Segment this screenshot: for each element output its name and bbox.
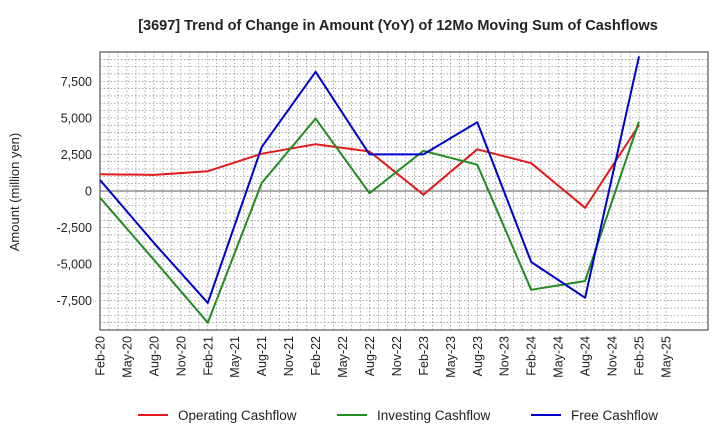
legend-label: Free Cashflow (571, 408, 658, 423)
x-tick-label: Nov-22 (390, 336, 404, 376)
x-tick-label: Aug-22 (363, 336, 377, 376)
grid (99, 51, 708, 331)
x-tick-label: Feb-22 (309, 336, 323, 376)
axes: 7,500 5,000 2,500 0 -2,500 -5,000 -7,500 Feb-20… (57, 51, 709, 378)
x-tick-label: May-23 (444, 336, 458, 378)
x-tick-label: May-24 (552, 336, 566, 378)
x-tick-label: Aug-24 (579, 336, 593, 376)
x-tick-label: Aug-23 (471, 336, 485, 376)
x-tick-label: Feb-23 (417, 336, 431, 376)
x-tick-label: Aug-21 (255, 336, 269, 376)
series-line-free-cashflow (99, 56, 640, 304)
y-tick-label: -2,500 (57, 221, 92, 235)
y-tick-label: -7,500 (57, 294, 92, 308)
y-tick-label: 7,500 (61, 75, 92, 89)
x-tick-label: May-21 (228, 336, 242, 378)
x-tick-label: Nov-24 (606, 336, 620, 376)
x-tick-label: Feb-24 (525, 336, 539, 376)
x-tick-label: Feb-21 (201, 336, 215, 376)
plot-area-frame (99, 51, 709, 331)
y-tick-label: 5,000 (61, 111, 92, 125)
legend-label: Investing Cashflow (377, 408, 491, 423)
y-tick-label: 0 (85, 185, 92, 199)
x-tick-label: Nov-20 (174, 336, 188, 376)
x-tick-label: Feb-25 (632, 336, 646, 376)
x-tick-label: Nov-23 (498, 336, 512, 376)
legend-label: Operating Cashflow (178, 408, 297, 423)
y-tick-label: -5,000 (57, 258, 92, 272)
legend: Operating Cashflow Investing Cashflow Free… (138, 408, 658, 423)
y-tick-label: 2,500 (61, 148, 92, 162)
series-line-operating-cashflow (99, 124, 640, 209)
y-axis-label: Amount (million yen) (7, 133, 22, 252)
series-line-investing-cashflow (99, 117, 640, 324)
x-tick-label: May-22 (336, 336, 350, 378)
chart-title: [3697] Trend of Change in Amount (YoY) o… (138, 18, 658, 34)
series-lines (99, 56, 640, 324)
x-tick-label: Nov-21 (282, 336, 296, 376)
x-tick-label: May-20 (120, 336, 134, 378)
x-tick-label: May-25 (659, 336, 673, 378)
x-tick-label: Feb-20 (94, 336, 108, 376)
x-tick-label: Aug-20 (147, 336, 161, 376)
